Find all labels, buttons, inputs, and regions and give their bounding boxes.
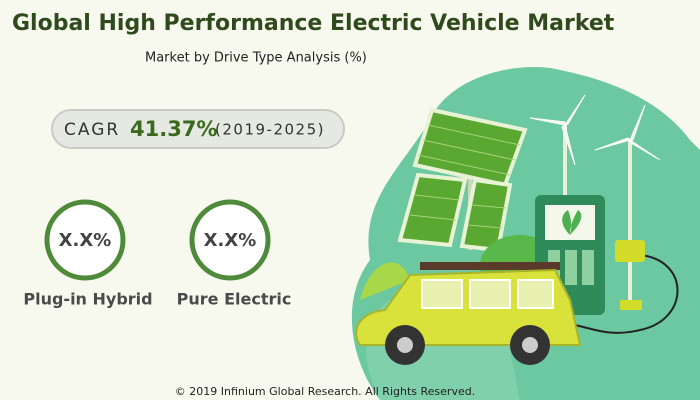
title: Global High Performance Electric Vehicle…: [12, 11, 615, 36]
cagr-value: 41.37%: [130, 117, 217, 141]
segment-value: X.X%: [204, 230, 257, 251]
segment-value: X.X%: [59, 230, 112, 251]
segment-circle: [44, 199, 126, 281]
cagr-label: CAGR: [64, 120, 120, 140]
segment-label: Plug-in Hybrid: [23, 290, 152, 309]
cagr-period: (2019-2025): [215, 121, 325, 139]
subtitle: Market by Drive Type Analysis (%): [145, 51, 367, 66]
cagr-pill: [51, 109, 345, 149]
footer: © 2019 Infinium Global Research. All Rig…: [175, 385, 475, 398]
segment-circle: [189, 199, 271, 281]
illustration: [351, 67, 700, 400]
segment-label: Pure Electric: [177, 290, 292, 309]
